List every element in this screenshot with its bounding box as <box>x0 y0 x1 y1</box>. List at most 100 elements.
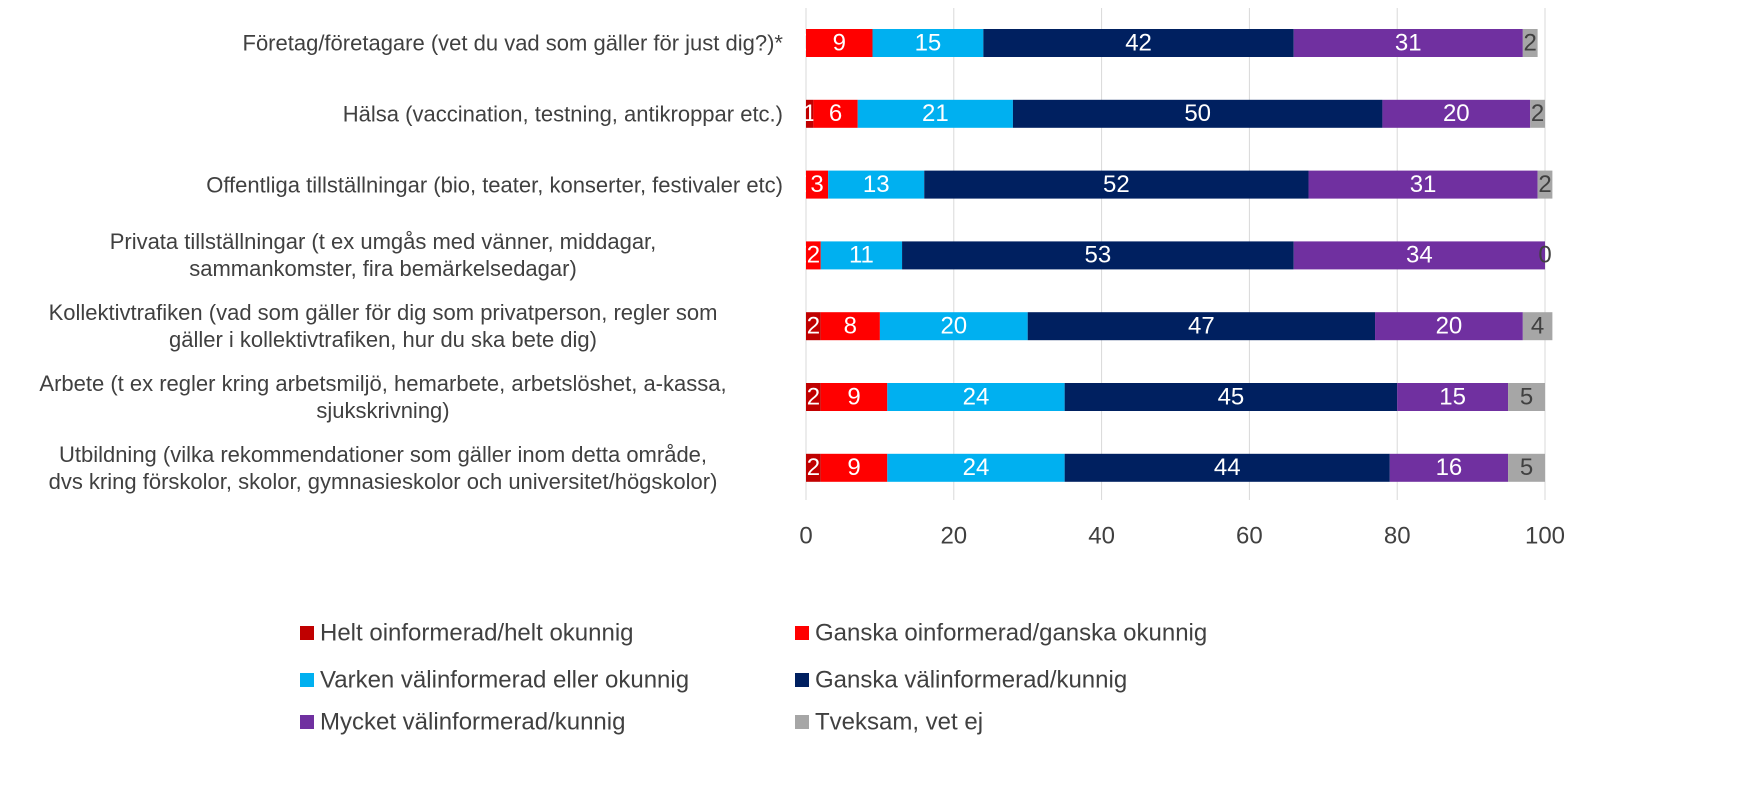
bar-segment <box>820 383 888 411</box>
data-label: 2 <box>807 383 820 410</box>
legend-swatch <box>795 673 809 687</box>
bar-segment <box>1389 453 1509 482</box>
bar-segment <box>828 170 925 199</box>
legend-swatch <box>300 626 314 640</box>
bar-segment <box>820 453 888 482</box>
x-tick-label: 60 <box>1236 522 1263 549</box>
bar-segment <box>1375 312 1523 341</box>
data-label: 3 <box>810 171 823 198</box>
data-label: 31 <box>1395 29 1422 56</box>
bar-segment <box>1382 99 1531 128</box>
data-label: 6 <box>829 100 842 127</box>
bar-segment <box>879 312 1028 341</box>
bar-segment <box>806 99 814 128</box>
bar-segment <box>1027 312 1376 341</box>
bar-segment <box>887 453 1065 482</box>
bar-segment <box>857 99 1013 128</box>
data-label: 15 <box>1439 383 1466 410</box>
legend-label: Helt oinformerad/helt okunnig <box>320 619 634 646</box>
legend-swatch <box>795 626 809 640</box>
data-label: 50 <box>1184 100 1211 127</box>
category-label: Kollektivtrafiken (vad som gäller för di… <box>48 300 718 353</box>
data-label: 15 <box>915 29 942 56</box>
data-label: 52 <box>1103 171 1130 198</box>
data-label: 44 <box>1214 454 1241 481</box>
category-label: Privata tillställningar (t ex umgås med … <box>109 229 657 282</box>
legend-label: Tveksam, vet ej <box>815 708 983 735</box>
bar-segment <box>820 241 903 270</box>
data-label: 24 <box>963 383 990 410</box>
bar-segment <box>1397 383 1509 411</box>
bar-segment <box>1508 383 1545 411</box>
data-label: 47 <box>1188 313 1215 340</box>
data-label: 2 <box>807 242 820 269</box>
bar-segment <box>806 453 821 482</box>
bar-segment <box>1530 99 1545 128</box>
data-label: 24 <box>963 454 990 481</box>
x-tick-label: 40 <box>1088 522 1115 549</box>
data-label: 20 <box>1436 313 1463 340</box>
category-label: Arbete (t ex regler kring arbetsmiljö, h… <box>39 371 727 423</box>
bar-segment <box>1522 29 1538 57</box>
bar-segment <box>1537 170 1553 199</box>
bar-segment <box>806 312 821 341</box>
category-label: Hälsa (vaccination, testning, antikroppa… <box>342 101 783 127</box>
data-label: 2 <box>1524 29 1537 56</box>
data-label: 5 <box>1520 454 1533 481</box>
bar-segment <box>1064 383 1398 411</box>
bar-segment <box>806 383 821 411</box>
x-tick-label: 80 <box>1384 522 1411 549</box>
bar-segment <box>1064 453 1390 482</box>
data-label: 8 <box>844 313 857 340</box>
data-label: 13 <box>863 171 890 198</box>
bar-segment <box>1308 170 1538 199</box>
bar-segment <box>1012 99 1383 128</box>
bar-segment <box>820 312 880 341</box>
x-tick-label: 0 <box>799 522 812 549</box>
data-label: 2 <box>807 454 820 481</box>
legend-label: Varken välinformerad eller okunnig <box>320 666 689 693</box>
data-label: 9 <box>847 454 860 481</box>
legend-swatch <box>300 673 314 687</box>
data-label: 2 <box>1531 100 1544 127</box>
category-label: Företag/företagare (vet du vad som gälle… <box>242 30 784 56</box>
bar-segment <box>1293 241 1545 270</box>
bar-segment <box>1508 453 1545 482</box>
x-tick-label: 20 <box>940 522 967 549</box>
data-label: 2 <box>1538 171 1551 198</box>
legend-label: Ganska välinformerad/kunnig <box>815 666 1127 693</box>
data-label: 53 <box>1085 242 1112 269</box>
data-label: 2 <box>807 313 820 340</box>
bar-segment <box>1522 312 1553 341</box>
bar-segment <box>1293 29 1523 57</box>
bar-segment <box>872 29 984 57</box>
bar-segment <box>806 241 821 270</box>
data-label: 0 <box>1538 242 1551 269</box>
x-tick-label: 100 <box>1525 522 1565 549</box>
data-label: 4 <box>1531 313 1544 340</box>
data-label: 9 <box>833 29 846 56</box>
legend-label: Mycket välinformerad/kunnig <box>320 708 625 735</box>
bar-segment <box>806 170 829 199</box>
data-label: 45 <box>1218 383 1245 410</box>
bar-segment <box>924 170 1309 199</box>
bar-segment <box>983 29 1294 57</box>
legend-label: Ganska oinformerad/ganska okunnig <box>815 619 1207 646</box>
data-label: 42 <box>1125 29 1152 56</box>
data-label: 16 <box>1436 454 1463 481</box>
data-label: 11 <box>849 242 874 269</box>
legend-swatch <box>795 715 809 729</box>
bar-segment <box>887 383 1065 411</box>
bar-segment <box>902 241 1294 270</box>
legend-swatch <box>300 715 314 729</box>
data-label: 9 <box>847 383 860 410</box>
category-label: Offentliga tillställningar (bio, teater,… <box>206 172 783 198</box>
data-label: 20 <box>940 313 967 340</box>
category-label: Utbildning (vilka rekommendationer som g… <box>48 441 718 494</box>
data-label: 1 <box>803 100 816 127</box>
data-label: 5 <box>1520 383 1533 410</box>
data-label: 34 <box>1406 242 1433 269</box>
data-label: 21 <box>922 100 949 127</box>
